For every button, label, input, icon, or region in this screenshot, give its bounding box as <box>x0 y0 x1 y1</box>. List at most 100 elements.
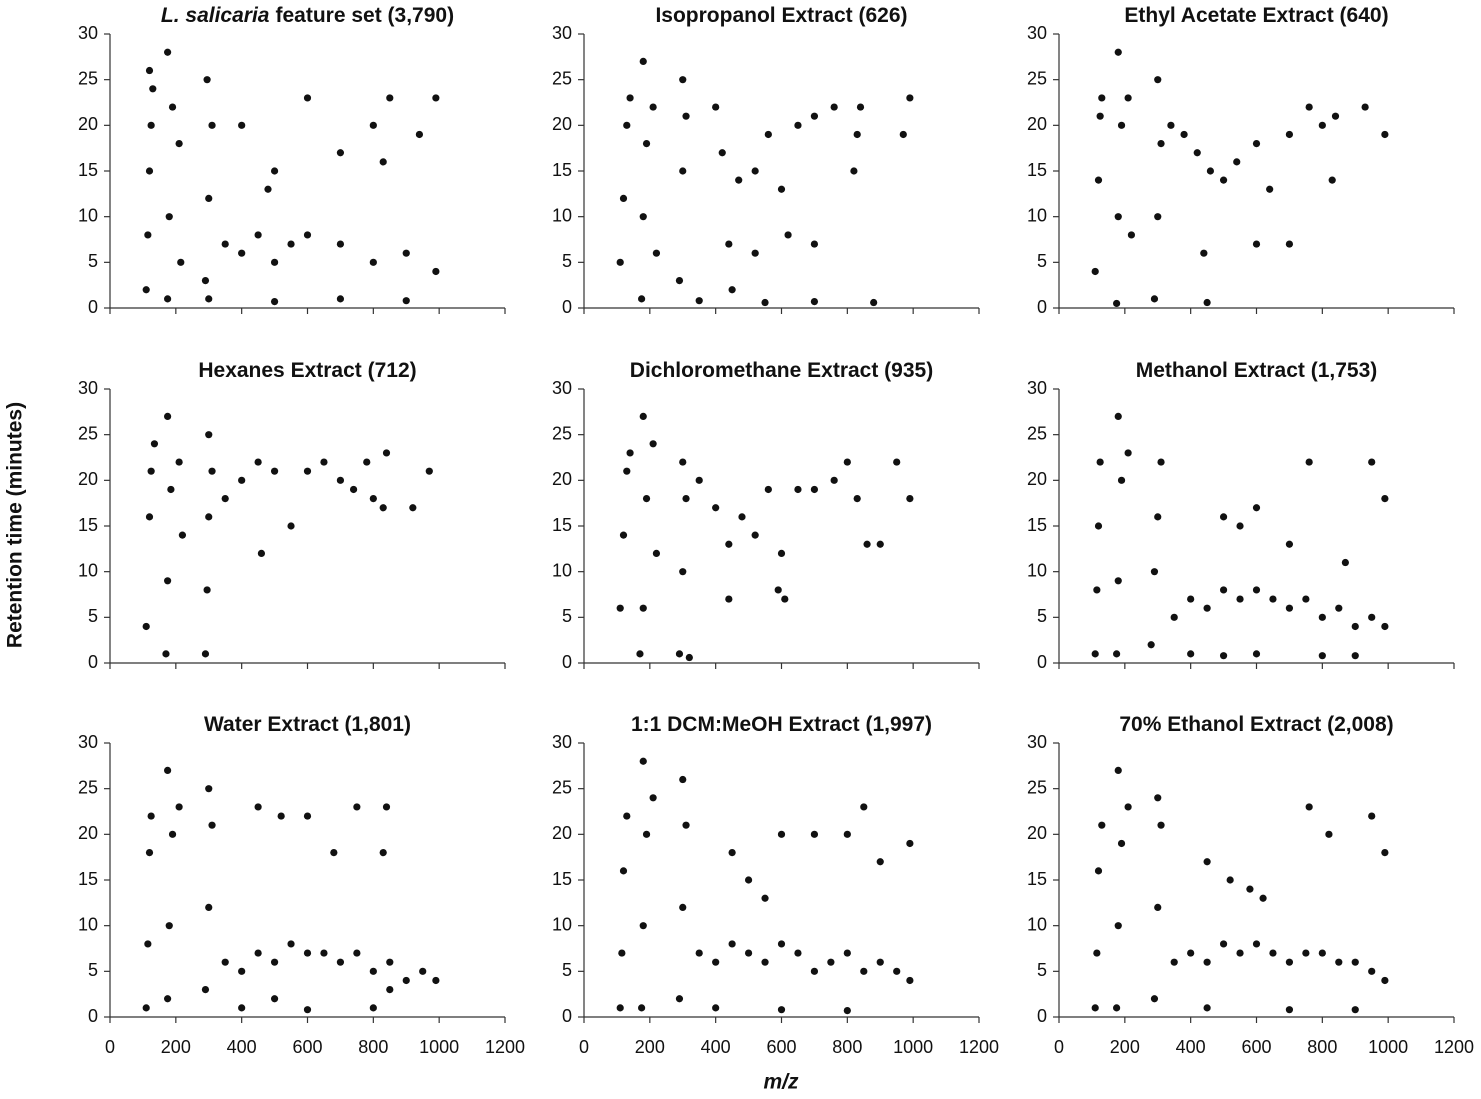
y-tick-label: 20 <box>1027 114 1047 134</box>
data-point <box>712 103 720 111</box>
x-tick-label: 600 <box>292 1037 322 1057</box>
data-point <box>175 458 183 466</box>
data-point <box>336 149 345 157</box>
data-point <box>165 922 173 930</box>
x-tick-label: 1200 <box>485 1037 525 1057</box>
data-point <box>175 803 183 811</box>
data-point <box>221 240 229 248</box>
data-point <box>1206 167 1215 175</box>
data-point <box>386 986 394 994</box>
data-point <box>1154 794 1162 802</box>
y-tick-label: 5 <box>562 251 572 271</box>
data-point <box>1368 812 1376 820</box>
data-point <box>1335 604 1343 612</box>
data-point <box>1117 476 1126 484</box>
data-point <box>1252 140 1261 148</box>
data-point <box>639 412 647 420</box>
data-point <box>270 995 279 1003</box>
title-text: Ethyl Acetate Extract (640) <box>1124 4 1388 27</box>
data-point <box>827 958 835 966</box>
data-point <box>432 267 440 276</box>
y-tick-label: 30 <box>552 23 572 43</box>
data-point <box>777 185 786 193</box>
y-tick-label: 25 <box>78 68 98 88</box>
data-point <box>1114 766 1122 775</box>
data-point <box>843 830 851 838</box>
y-tick-label: 10 <box>552 205 572 225</box>
data-point <box>330 849 338 857</box>
data-point <box>744 949 753 957</box>
data-point <box>810 967 819 975</box>
data-point <box>432 94 440 102</box>
data-point <box>1252 586 1261 594</box>
data-point <box>636 650 644 658</box>
data-point <box>1167 121 1175 129</box>
data-point <box>810 298 819 306</box>
data-point <box>619 531 628 539</box>
title-text: Methanol Extract (1,753) <box>1136 359 1378 382</box>
data-point <box>1219 513 1228 521</box>
data-point <box>1150 568 1159 576</box>
data-point <box>1203 298 1211 307</box>
title-text: Isopropanol Extract (626) <box>655 4 907 27</box>
data-point <box>1285 540 1294 548</box>
data-point <box>254 458 262 466</box>
data-point <box>164 577 172 585</box>
data-point <box>781 595 789 603</box>
data-point <box>164 295 172 303</box>
data-point <box>353 949 361 957</box>
data-point <box>1091 1004 1099 1012</box>
data-point <box>751 531 759 539</box>
data-point <box>1094 176 1103 184</box>
data-point <box>145 66 154 75</box>
data-point <box>270 467 279 475</box>
data-point <box>642 140 651 148</box>
data-point <box>675 995 684 1003</box>
x-tick-label: 1000 <box>1368 1037 1408 1057</box>
data-point <box>761 894 769 902</box>
panel-title: 70% Ethanol Extract (2,008) <box>1119 713 1393 736</box>
data-point <box>1114 48 1122 56</box>
data-point <box>1154 76 1162 84</box>
y-tick-label: 15 <box>78 160 98 180</box>
data-point <box>205 295 213 303</box>
data-point <box>270 298 279 306</box>
data-point <box>1285 130 1294 139</box>
data-point <box>1318 121 1326 129</box>
data-point <box>164 412 172 420</box>
panel: Isopropanol Extract (626) 0 5 10 15 20 25 30 <box>552 4 980 317</box>
data-point <box>320 458 328 466</box>
data-point <box>906 94 914 102</box>
data-point <box>425 467 433 475</box>
data-point <box>379 849 387 857</box>
y-tick-label: 20 <box>78 114 98 134</box>
y-tick-label: 20 <box>78 469 98 489</box>
data-point <box>1170 613 1178 621</box>
data-point <box>843 949 851 957</box>
data-point <box>616 258 624 266</box>
data-point <box>725 540 733 548</box>
y-tick-label: 0 <box>1037 652 1047 672</box>
data-point <box>150 440 159 448</box>
data-point <box>1368 967 1376 975</box>
data-point <box>876 858 884 866</box>
data-point <box>1302 595 1310 603</box>
y-tick-label: 20 <box>78 823 98 843</box>
data-point <box>777 830 786 838</box>
data-point <box>1368 613 1376 621</box>
data-point <box>1219 176 1228 184</box>
y-tick-label: 20 <box>552 114 572 134</box>
data-point <box>201 986 210 994</box>
data-point <box>369 258 377 266</box>
data-point <box>1091 650 1099 658</box>
data-point <box>402 297 410 305</box>
y-tick-label: 5 <box>88 960 98 980</box>
data-point <box>205 785 213 793</box>
y-tick-label: 20 <box>1027 469 1047 489</box>
data-point <box>810 112 819 120</box>
y-tick-label: 10 <box>78 205 98 225</box>
panel-title: Methanol Extract (1,753) <box>1136 359 1378 382</box>
data-point <box>257 549 266 558</box>
data-point <box>728 849 736 857</box>
